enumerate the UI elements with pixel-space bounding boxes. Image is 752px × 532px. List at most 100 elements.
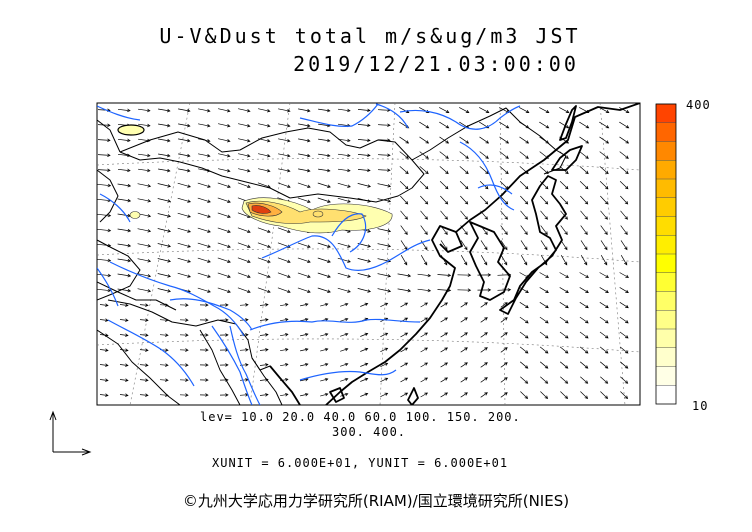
wind-arrow [117,243,132,248]
wind-arrow [340,317,349,322]
wind-arrow [520,210,528,220]
wind-arrow [579,151,589,159]
wind-arrow [579,331,589,339]
wind-arrow [479,151,489,159]
wind-arrow [360,332,369,337]
selenga-river [299,103,379,127]
wind-arrow [318,138,331,143]
wind-arrow [117,288,132,293]
wind-arrow [179,378,189,382]
wind-arrow [480,377,488,383]
wind-arrow [377,168,391,172]
wind-arrow [400,362,409,368]
wind-arrow [199,348,209,352]
wind-arrow [159,378,169,382]
mekong [211,325,253,405]
laos-border [251,357,283,405]
wind-arrow [580,225,588,235]
wind-arrow [439,180,449,190]
wind-arrow [117,108,131,113]
japan-hokkaido [551,145,583,171]
colorbar-min-label: 10 [692,399,709,413]
wind-arrow [599,151,609,159]
wind-arrow [440,317,449,323]
wind-arrow [519,302,529,309]
wind-arrow [219,393,229,397]
wind-arrow [199,363,209,367]
wind-arrow [139,378,149,382]
wind-arrow [579,166,589,175]
wind-arrow [540,240,548,251]
wind-arrow [397,273,412,278]
wind-arrow [139,318,149,322]
wind-arrow [560,225,568,235]
wind-arrow [300,392,309,397]
wind-arrow [179,348,189,352]
wind-arrow [218,153,231,158]
wind-arrow [460,347,468,353]
wind-arrow [519,316,529,324]
wind-arrow [519,361,529,369]
wind-arrow [337,168,351,173]
wind-arrow [599,331,609,339]
wind-arrow [579,302,589,309]
wind-arrow [99,393,109,397]
wind-arrow [520,255,528,266]
wind-arrow [377,123,391,127]
wind-arrow [277,287,291,294]
wind-arrow [600,255,608,266]
wind-arrow [459,180,469,190]
wind-arrow [337,197,351,203]
wind-arrow [440,347,449,353]
wind-arrow [257,272,271,279]
wind-arrow [177,212,192,218]
wind-arrow [259,303,269,307]
contour-levels-line1: lev= 10.0 20.0 40.0 60.0 100. 150. 200. [200,410,521,424]
wind-arrow [459,107,470,113]
wind-arrow [178,153,191,158]
wind-arrow [258,123,271,128]
india-china-border [107,299,281,379]
wind-arrow [119,303,129,307]
wind-arrow [599,180,609,190]
wind-arrow [137,228,152,233]
wind-arrow [500,195,509,205]
wind-arrow [400,195,409,205]
wind-arrow [217,227,231,233]
wind-arrow [500,332,508,338]
irtysh-river [97,105,141,121]
wind-arrow [420,347,429,353]
wind-arrow [318,168,331,173]
wind-arrow [157,228,172,233]
wind-arrow [559,316,569,324]
wind-arrow [520,225,528,235]
korea-peninsula [469,221,511,301]
wind-arrow [357,168,371,173]
wind-arrow [480,302,488,308]
wind-arrow [620,195,629,205]
wind-arrow [137,183,152,188]
wind-arrow [599,287,609,293]
pearl-river [299,369,397,381]
wind-arrow [119,378,129,382]
wind-arrow [337,242,351,248]
graticule [97,103,640,405]
wind-arrow [459,151,469,159]
wind-arrow [297,197,311,203]
dust-contour-200 [251,205,272,214]
wind-arrow [477,288,492,292]
wind-arrow [520,240,528,251]
wind-arrow [619,180,629,190]
wind-arrow [320,332,329,337]
wind-arrow [500,377,508,383]
wind-arrow [457,288,472,292]
wind-arrow [138,123,151,128]
wind-arrow [377,183,392,188]
wind-arrow [437,273,452,278]
wind-arrow [178,123,191,128]
wind-arrow [460,392,468,398]
wind-arrow [280,392,289,397]
wind-arrow [158,168,171,173]
wind-arrow [540,210,548,220]
yellow-river [261,235,431,272]
